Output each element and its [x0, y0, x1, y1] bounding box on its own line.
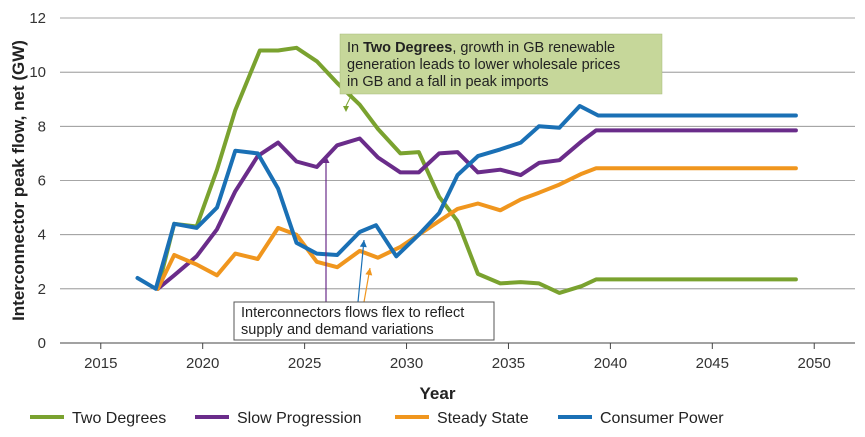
y-tick-label: 2 [38, 281, 46, 298]
flex-callout-line-2: supply and demand variations [241, 322, 434, 338]
two-degrees-callout-line-1: In Two Degrees, growth in GB renewable [347, 40, 615, 56]
series-layer [135, 45, 798, 295]
x-tick-label: 2020 [186, 355, 219, 372]
y-tick-label: 10 [29, 64, 46, 81]
x-axis-title: Year [420, 384, 456, 403]
callout-text: , growth in GB renewable [452, 40, 615, 56]
y-tick-label: 8 [38, 118, 46, 135]
legend-label-steady-state: Steady State [437, 410, 529, 427]
x-tick-label: 2050 [798, 355, 831, 372]
two-degrees-callout-box [339, 33, 663, 95]
y-tick-label: 6 [38, 173, 46, 190]
flex-arrowhead [365, 268, 373, 276]
x-tick-label: 2015 [84, 355, 117, 372]
legend-label-consumer-power: Consumer Power [600, 410, 724, 427]
flex-arrowhead [322, 156, 330, 163]
series-line-two-degrees [155, 45, 798, 295]
y-tick-label: 0 [38, 335, 46, 352]
y-tick-label: 12 [29, 10, 46, 27]
two-degrees-callout-line-2: generation leads to lower wholesale pric… [347, 57, 620, 73]
y-tick-label: 4 [38, 227, 46, 244]
callout-arrow [345, 93, 353, 107]
legend-label-two-degrees: Two Degrees [72, 410, 166, 427]
x-tick-label: 2030 [390, 355, 423, 372]
flex-arrow [357, 239, 365, 303]
legend: Two Degrees Slow Progression Steady State C… [30, 410, 724, 427]
series-line-slow-progression [155, 128, 798, 291]
legend-label-slow-progression: Slow Progression [237, 410, 362, 427]
callout-arrowhead [343, 106, 349, 112]
annotations: In Two Degrees, growth in GB renewablege… [233, 33, 663, 341]
flex-arrowhead [359, 240, 367, 248]
y-axis-title: Interconnector peak flow, net (GW) [9, 40, 28, 321]
x-tick-label: 2035 [492, 355, 525, 372]
x-tick-label: 2040 [594, 355, 627, 372]
callout-text: In [347, 40, 363, 56]
axes: 0 2 4 6 8 10 12 2015 2020 2025 2030 2035 2040 2045 205… [9, 10, 855, 403]
series-line-consumer-power [135, 104, 798, 291]
callout-bold-text: Two Degrees [363, 40, 452, 56]
x-tick-label: 2025 [288, 355, 321, 372]
two-degrees-callout-line-3: in GB and a fall in peak imports [347, 74, 549, 90]
x-tick-label: 2045 [696, 355, 729, 372]
flex-callout-box [233, 301, 495, 341]
flex-callout-line-1: Interconnectors flows flex to reflect [241, 305, 464, 321]
